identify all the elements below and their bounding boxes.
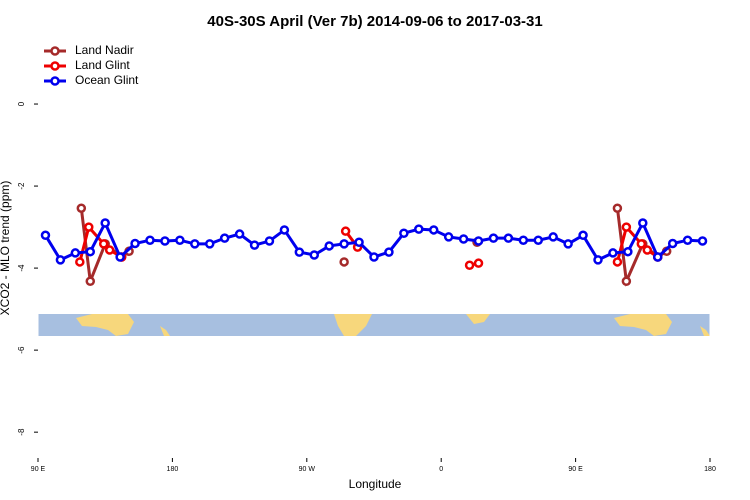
x-tick-label: 90 E bbox=[31, 466, 46, 473]
point bbox=[638, 218, 648, 228]
point bbox=[533, 235, 544, 245]
point bbox=[84, 222, 94, 232]
map-ocean bbox=[38, 314, 710, 336]
map-land bbox=[76, 314, 710, 336]
chart-title: 40S-30S April (Ver 7b) 2014-09-06 to 201… bbox=[207, 13, 542, 30]
point bbox=[443, 232, 454, 242]
point bbox=[234, 229, 245, 239]
point bbox=[85, 276, 96, 286]
x-tick-label: 90 E bbox=[568, 466, 583, 473]
point bbox=[76, 203, 87, 213]
point bbox=[294, 247, 305, 257]
point bbox=[414, 224, 424, 234]
y-tick-label: -8 bbox=[17, 428, 26, 436]
point bbox=[652, 252, 663, 262]
point bbox=[98, 239, 109, 249]
point bbox=[578, 230, 588, 241]
point bbox=[369, 252, 379, 262]
point bbox=[339, 257, 349, 267]
y-tick-label: 0 bbox=[17, 101, 26, 106]
point bbox=[642, 245, 653, 255]
point bbox=[503, 233, 514, 243]
point bbox=[249, 240, 260, 250]
point bbox=[100, 218, 110, 228]
plot-area bbox=[37, 37, 711, 459]
point bbox=[399, 228, 409, 238]
point bbox=[279, 225, 290, 235]
point bbox=[75, 257, 85, 267]
point bbox=[464, 260, 475, 270]
series-line bbox=[79, 208, 668, 287]
point bbox=[145, 235, 155, 245]
point bbox=[384, 247, 394, 257]
point bbox=[428, 225, 439, 235]
point bbox=[264, 236, 275, 246]
point bbox=[518, 235, 529, 245]
legend-label: Land Nadir bbox=[75, 43, 134, 57]
point bbox=[608, 248, 618, 258]
point bbox=[473, 258, 484, 268]
x-tick-label: 180 bbox=[704, 466, 716, 473]
x-tick-label: 90 W bbox=[299, 466, 316, 473]
point bbox=[324, 241, 334, 251]
point bbox=[682, 235, 693, 245]
point bbox=[204, 239, 215, 249]
point bbox=[473, 236, 484, 246]
point bbox=[621, 222, 632, 232]
point bbox=[458, 234, 469, 244]
x-tick-label: 180 bbox=[167, 466, 179, 473]
point bbox=[70, 248, 81, 258]
point bbox=[40, 230, 51, 241]
legend-marker bbox=[50, 46, 60, 56]
point bbox=[130, 238, 140, 249]
y-axis-label: XCO2 - MLO trend (ppm) bbox=[0, 181, 12, 316]
point bbox=[175, 235, 185, 245]
point bbox=[85, 246, 96, 257]
point bbox=[339, 239, 349, 249]
legend-label: Land Glint bbox=[75, 58, 130, 72]
point bbox=[548, 232, 558, 242]
legend-label: Ocean Glint bbox=[75, 73, 139, 87]
x-tick-label: 0 bbox=[439, 466, 443, 473]
point bbox=[563, 239, 573, 249]
point bbox=[623, 246, 633, 257]
point bbox=[612, 257, 623, 267]
y-tick-label: -4 bbox=[17, 264, 26, 272]
point bbox=[55, 255, 66, 265]
x-axis-label: Longitude bbox=[349, 477, 402, 491]
point bbox=[309, 250, 320, 260]
point bbox=[621, 276, 632, 286]
point bbox=[697, 236, 708, 246]
legend-marker bbox=[50, 61, 60, 71]
y-tick-label: -2 bbox=[17, 182, 26, 190]
point bbox=[593, 255, 603, 265]
point bbox=[636, 239, 647, 249]
point bbox=[667, 238, 678, 249]
y-tick-label: -6 bbox=[17, 346, 26, 354]
point bbox=[115, 252, 125, 262]
point bbox=[612, 203, 623, 213]
point bbox=[104, 245, 115, 255]
point bbox=[340, 226, 351, 236]
legend-marker bbox=[50, 76, 60, 86]
series-layer bbox=[40, 203, 708, 287]
point bbox=[219, 233, 230, 243]
point bbox=[190, 239, 200, 249]
point bbox=[488, 233, 499, 243]
point bbox=[160, 236, 170, 246]
point bbox=[354, 237, 364, 248]
